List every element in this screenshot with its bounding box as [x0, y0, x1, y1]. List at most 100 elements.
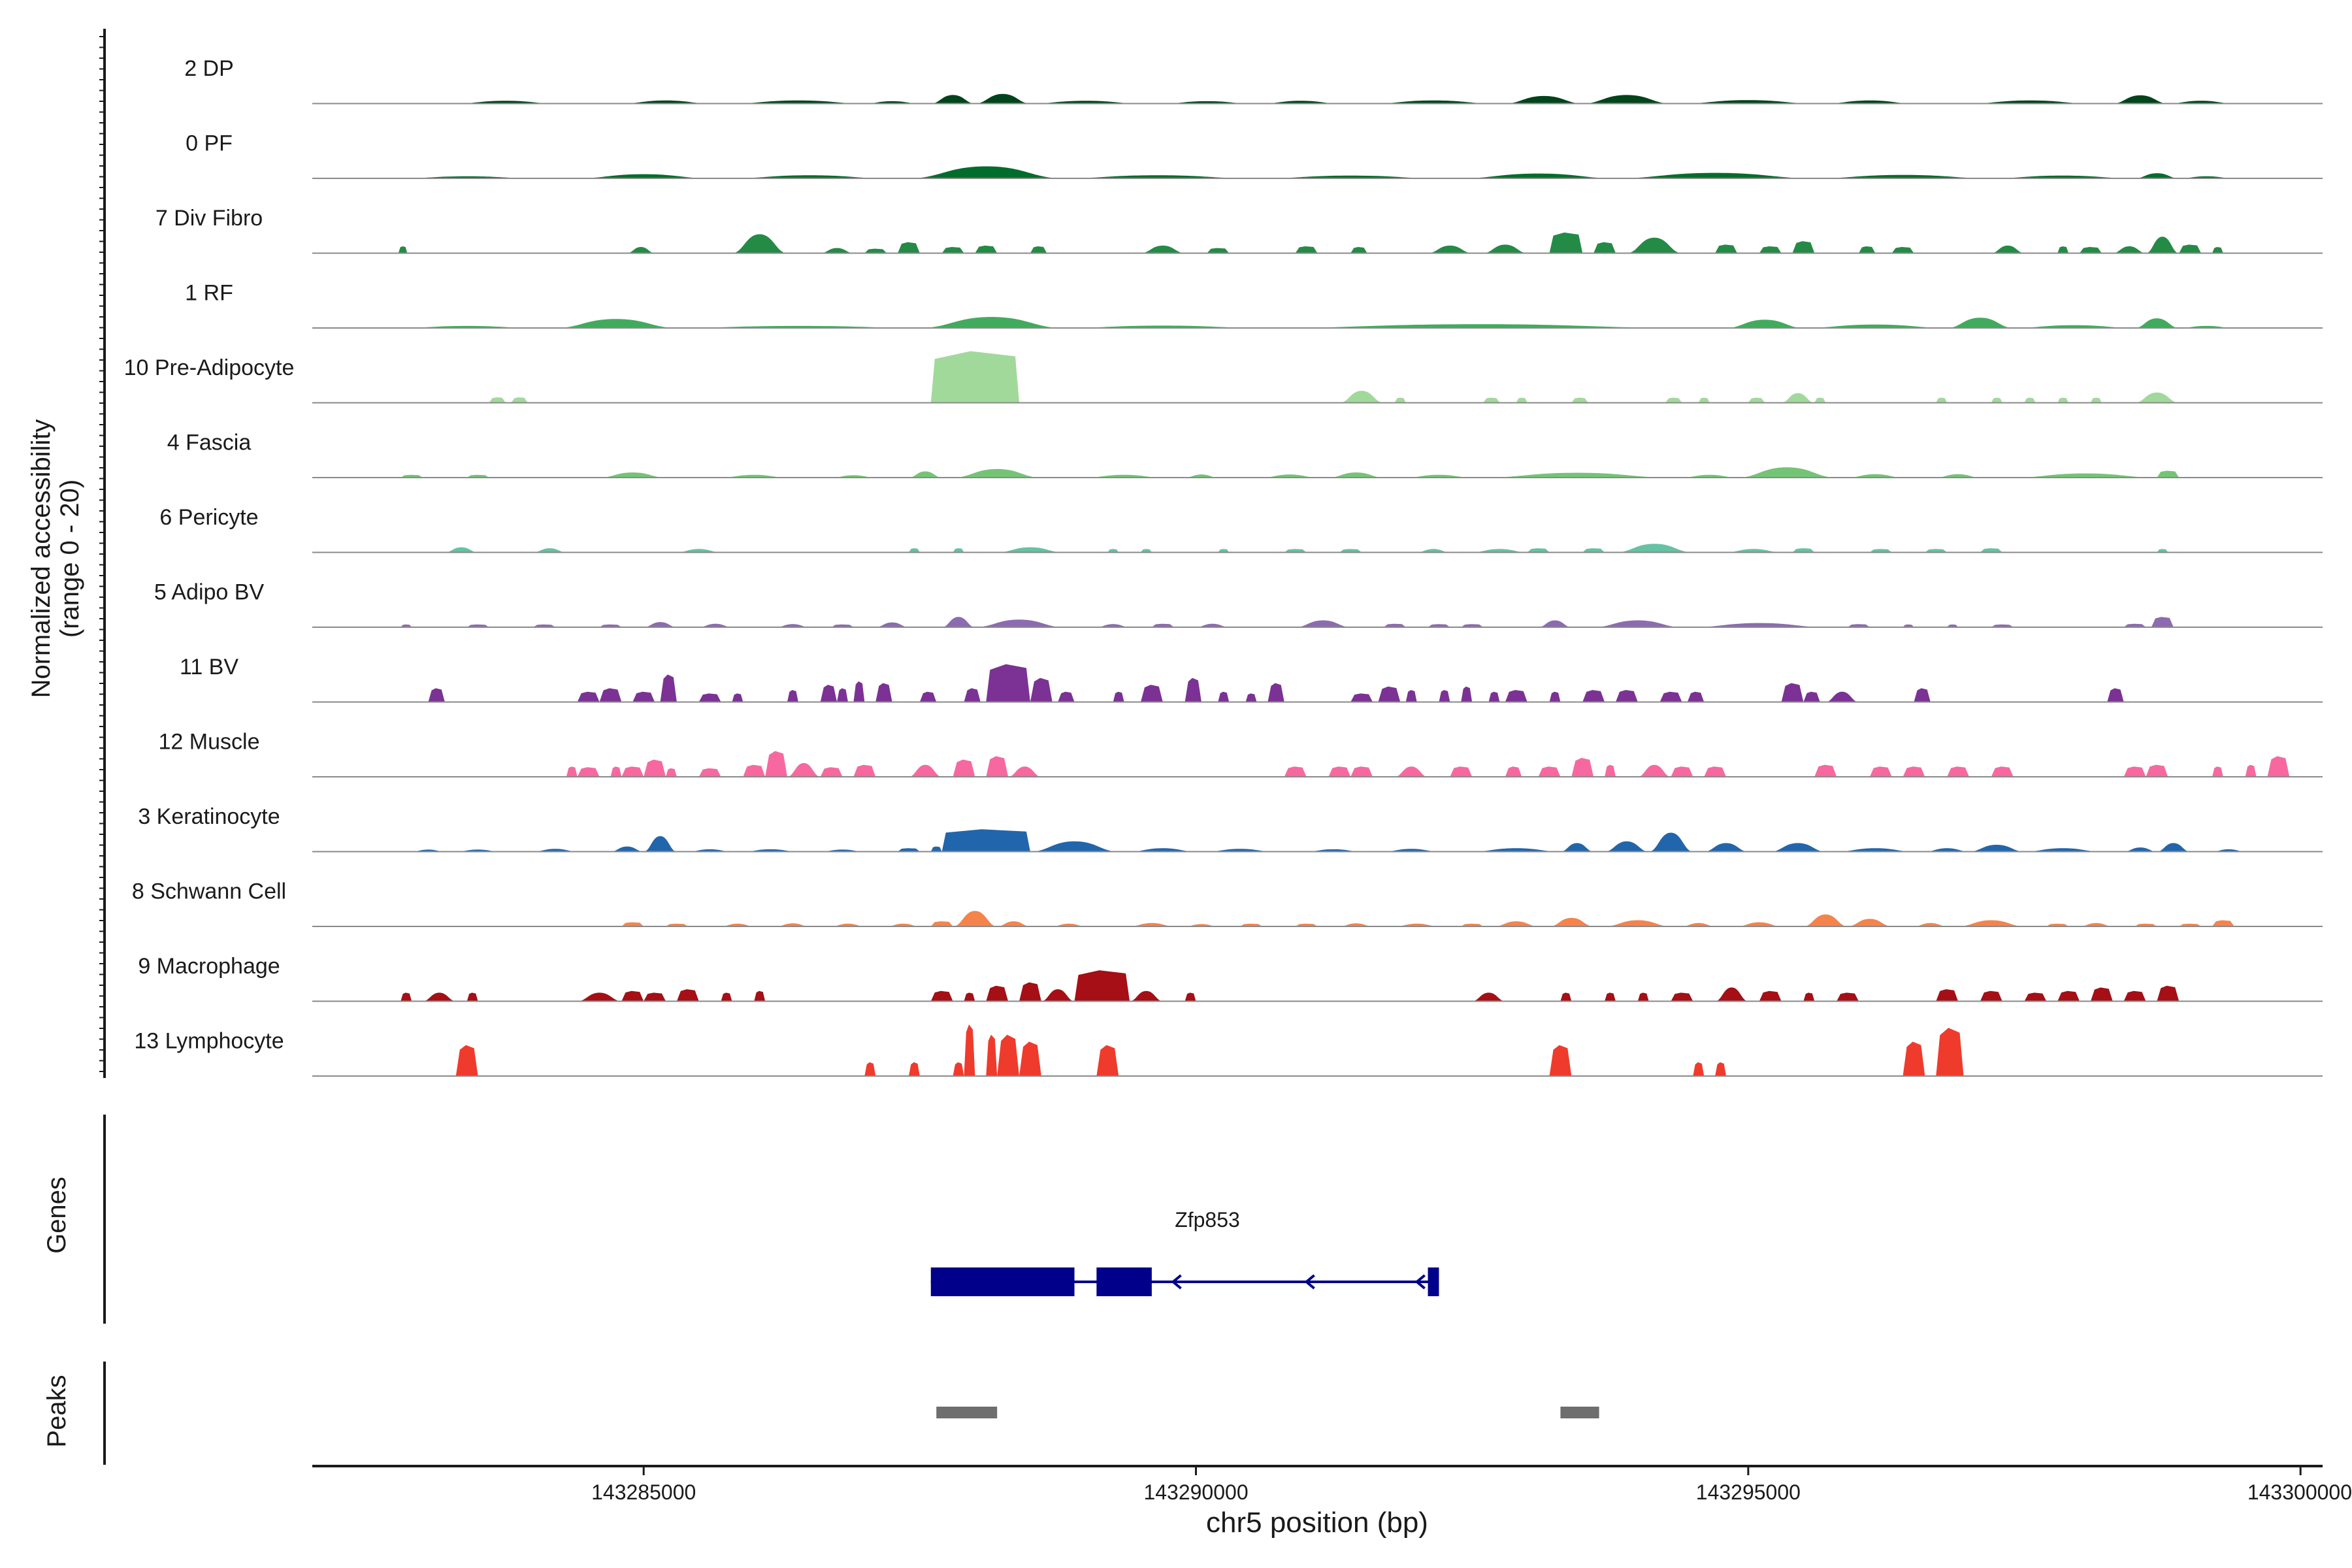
coverage-peak [2024, 397, 2036, 403]
coverage-peak [953, 1062, 964, 1076]
coverage-peak [1461, 923, 1484, 926]
track-label: 2 DP [184, 56, 234, 81]
track-13: 9 Macrophage [138, 954, 2323, 1002]
coverage-peak [1019, 1041, 1041, 1076]
coverage-peak [1781, 393, 1815, 403]
coverage-peak [1682, 100, 1815, 104]
gene-panel: Zfp853 [930, 1208, 1439, 1296]
coverage-peak [721, 923, 755, 926]
coverage-peak [1461, 173, 1616, 178]
coverage-peak [2057, 990, 2080, 1002]
coverage-peak [732, 693, 743, 702]
coverage-peak [1605, 920, 1671, 926]
coverage-peak [455, 1045, 478, 1076]
coverage-peak [997, 547, 1064, 553]
coverage-peak [941, 617, 975, 627]
coverage-peak [1582, 548, 1605, 553]
coverage-peak [423, 992, 456, 1002]
coverage-peak [1373, 100, 1495, 104]
coverage-peak [1759, 246, 1782, 253]
coverage-peak [837, 688, 848, 702]
coverage-peak [1637, 764, 1671, 777]
x-axis-title: chr5 position (bp) [1206, 1507, 1428, 1539]
track-label: 6 Pericyte [159, 505, 258, 530]
coverage-peak [2013, 325, 2135, 328]
coverage-peak [1113, 691, 1124, 702]
coverage-peak [644, 836, 677, 852]
coverage-peak [1947, 318, 2014, 328]
coverage-peak [533, 624, 555, 627]
coverage-peak [964, 1024, 975, 1076]
coverage-peak [1350, 766, 1373, 777]
coverage-peak [1726, 549, 1782, 553]
coverage-peak [941, 829, 1030, 852]
track-label: 3 Keratinocyte [138, 804, 280, 829]
coverage-peak [1218, 691, 1230, 702]
track-9: 11 BV [180, 655, 2323, 703]
coverage-peak [1041, 989, 1075, 1002]
coverage-peak [1869, 549, 1892, 553]
coverage-peak [2212, 766, 2223, 777]
coverage-peak [930, 990, 953, 1002]
coverage-peak [577, 767, 600, 777]
coverage-peak [2080, 247, 2102, 253]
coverage-peak [1339, 549, 1362, 553]
coverage-peak [555, 319, 677, 328]
coverage-peak [1394, 766, 1428, 777]
coverage-peak [1748, 397, 1765, 403]
coverage-peak [1936, 474, 1980, 478]
coverage-peak [621, 100, 710, 104]
coverage-peak [1394, 923, 1439, 926]
coverage-peak [1693, 623, 1826, 627]
coverage-peak [676, 989, 699, 1002]
coverage-peak [898, 848, 920, 852]
coverage-peak [975, 245, 998, 253]
track-label: 4 Fascia [167, 431, 252, 455]
strand-arrow-icon [1171, 1274, 1182, 1290]
coverage-peak [864, 1062, 876, 1076]
coverage-peak [644, 622, 677, 627]
coverage-peak [1383, 849, 1439, 852]
coverage-peak [2123, 990, 2146, 1002]
coverage-peak [1218, 549, 1230, 553]
coverage-peak [1715, 1062, 1727, 1076]
coverage-peak [930, 351, 1020, 403]
coverage-peak [2245, 764, 2257, 777]
coverage-peak [1483, 397, 1500, 403]
track-label: 9 Macrophage [138, 954, 280, 979]
coverage-peak [2212, 920, 2234, 926]
coverage-peak [400, 624, 412, 627]
coverage-peak [533, 548, 566, 553]
coverage-peak [1378, 686, 1401, 702]
coverage-peak [1140, 245, 1185, 253]
track-label: 0 PF [186, 131, 233, 156]
coverage-peak [1715, 244, 1737, 253]
coverage-peak [1130, 990, 1163, 1002]
peak-region [936, 1407, 998, 1418]
coverage-peak [2123, 623, 2146, 627]
coverage-peak [2157, 549, 2168, 553]
coverage-peak [975, 93, 1030, 104]
coverage-peak [466, 992, 478, 1002]
coverage-tracks: 2 DP 0 PF 7 Div Fibro 1 RF 10 Pre-Adipocyte 4… [124, 56, 2323, 1077]
x-tick-label: 143295000 [1696, 1480, 1801, 1504]
coverage-peak [1538, 620, 1572, 627]
coverage-peak [398, 246, 408, 253]
coverage-peak [1472, 992, 1505, 1002]
y-axis-label-line2: (range 0 - 20) [56, 480, 84, 638]
coverage-peak [1030, 101, 1141, 104]
coverage-peak [919, 691, 937, 702]
coverage-peak [1328, 766, 1351, 777]
coverage-peak [908, 166, 1064, 178]
coverage-peak [489, 397, 506, 403]
coverage-peak [1715, 987, 1748, 1002]
coverage-peak [1262, 101, 1340, 104]
coverage-peak [831, 624, 854, 627]
coverage-peak [776, 624, 809, 627]
coverage-peak [698, 623, 732, 627]
coverage-peak [1262, 175, 1439, 178]
coverage-peak [776, 923, 809, 926]
coverage-peak [1848, 919, 1892, 926]
coverage-peak [1461, 686, 1473, 702]
